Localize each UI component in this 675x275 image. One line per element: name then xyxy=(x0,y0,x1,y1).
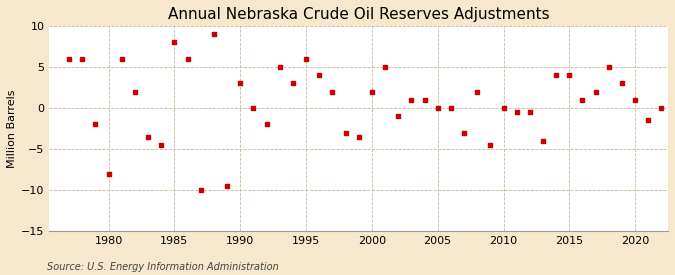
Point xyxy=(103,172,114,176)
Point xyxy=(485,143,495,147)
Point xyxy=(367,89,377,94)
Point xyxy=(656,106,667,110)
Title: Annual Nebraska Crude Oil Reserves Adjustments: Annual Nebraska Crude Oil Reserves Adjus… xyxy=(168,7,549,22)
Point xyxy=(274,65,285,69)
Point xyxy=(209,32,219,36)
Point xyxy=(63,57,74,61)
Point xyxy=(393,114,404,119)
Point xyxy=(643,118,653,123)
Point xyxy=(379,65,390,69)
Point xyxy=(524,110,535,114)
Point xyxy=(498,106,509,110)
Point xyxy=(590,89,601,94)
Point xyxy=(564,73,574,77)
Point xyxy=(340,130,351,135)
Point xyxy=(182,57,193,61)
Point xyxy=(169,40,180,45)
Point xyxy=(90,122,101,127)
Point xyxy=(537,139,548,143)
Text: Source: U.S. Energy Information Administration: Source: U.S. Energy Information Administ… xyxy=(47,262,279,272)
Point xyxy=(327,89,338,94)
Point xyxy=(130,89,140,94)
Point xyxy=(603,65,614,69)
Point xyxy=(221,184,232,188)
Point xyxy=(156,143,167,147)
Point xyxy=(195,188,206,192)
Point xyxy=(446,106,456,110)
Point xyxy=(300,57,311,61)
Point xyxy=(77,57,88,61)
Point xyxy=(458,130,469,135)
Point xyxy=(314,73,325,77)
Point xyxy=(116,57,127,61)
Point xyxy=(630,98,641,102)
Point xyxy=(472,89,483,94)
Point xyxy=(511,110,522,114)
Point xyxy=(248,106,259,110)
Point xyxy=(406,98,416,102)
Point xyxy=(432,106,443,110)
Point xyxy=(235,81,246,86)
Point xyxy=(419,98,430,102)
Point xyxy=(142,134,153,139)
Point xyxy=(551,73,562,77)
Point xyxy=(353,134,364,139)
Y-axis label: Million Barrels: Million Barrels xyxy=(7,89,17,168)
Point xyxy=(616,81,627,86)
Point xyxy=(288,81,298,86)
Point xyxy=(577,98,588,102)
Point xyxy=(261,122,272,127)
